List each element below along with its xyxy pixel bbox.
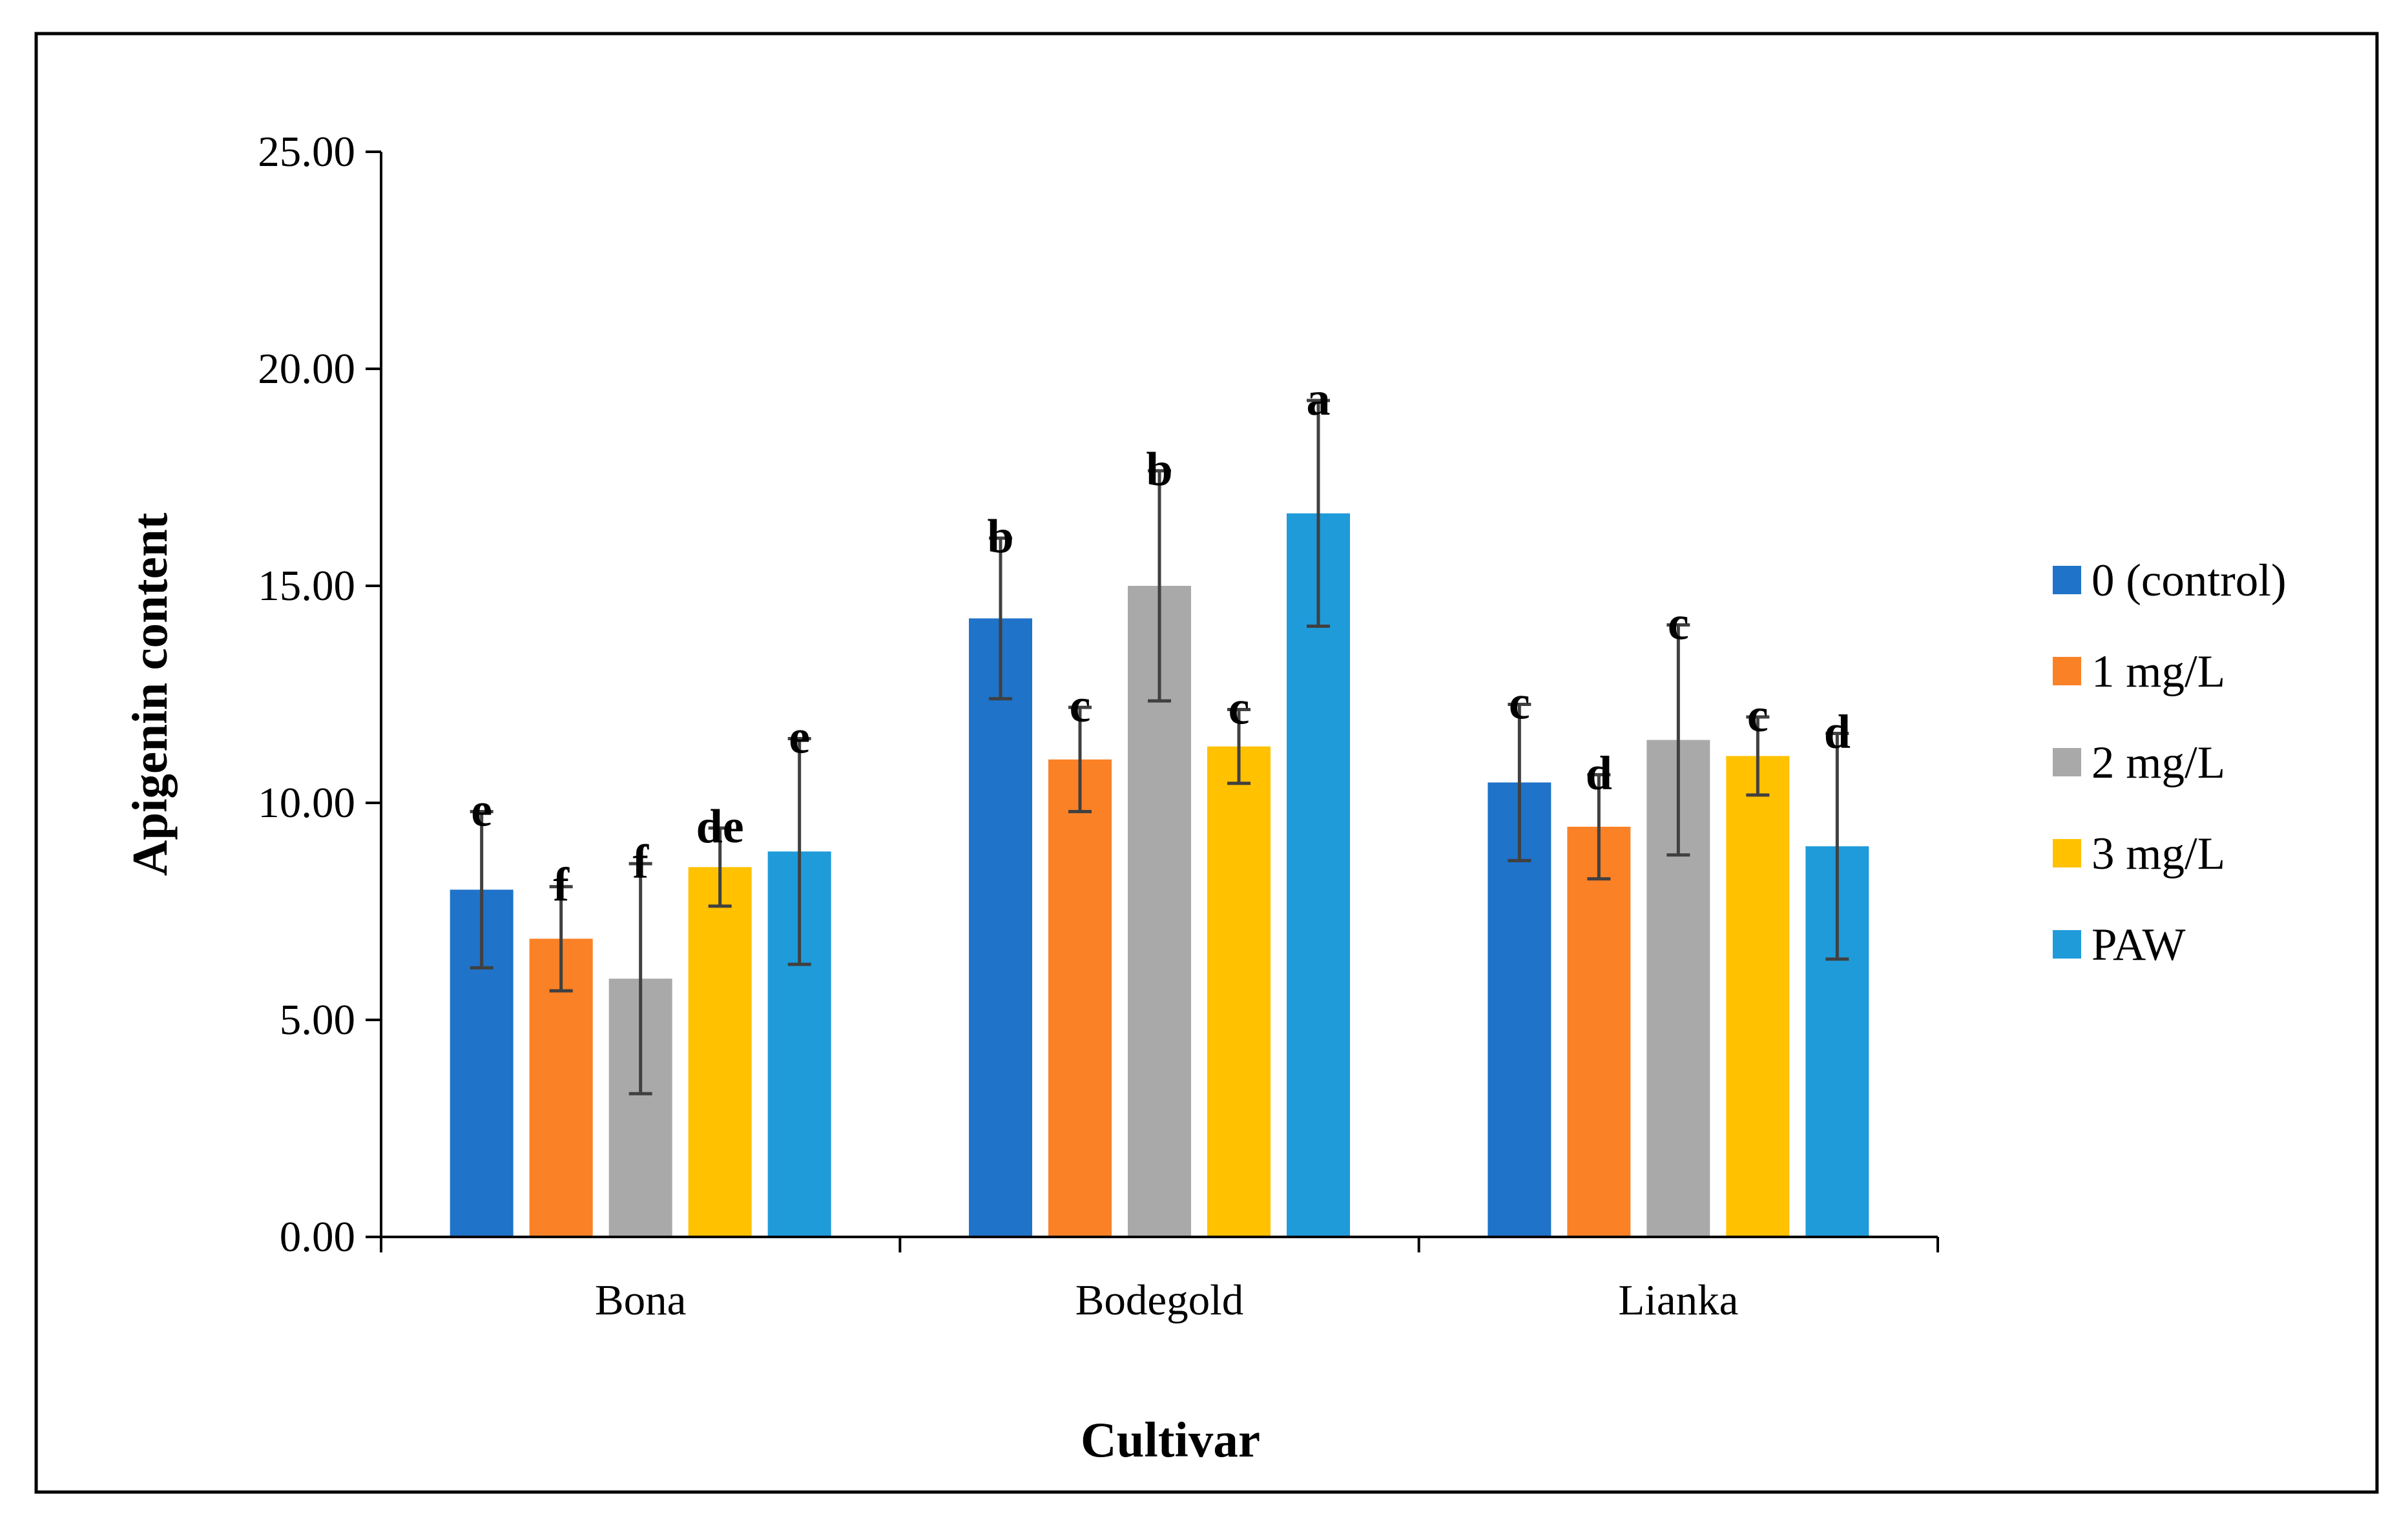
significance-label: d: [1824, 705, 1851, 758]
y-tick-label: 5.00: [280, 996, 355, 1044]
legend-label: 3 mg/L: [2091, 829, 2225, 879]
legend-swatch: [2053, 839, 2081, 867]
bar: [1287, 513, 1350, 1237]
significance-label: f: [553, 859, 570, 912]
significance-label: c: [1509, 676, 1530, 729]
legend-swatch: [2053, 930, 2081, 959]
significance-label: de: [696, 800, 744, 853]
significance-label: c: [1668, 597, 1689, 650]
legend-swatch: [2053, 657, 2081, 685]
x-tick-label: Bodegold: [1075, 1276, 1244, 1324]
chart-border: [34, 32, 2379, 1494]
significance-label: c: [1070, 680, 1091, 732]
y-axis-title: Apigenin content: [122, 512, 178, 876]
y-tick-label: 25.00: [258, 128, 355, 176]
significance-label: b: [987, 510, 1013, 563]
bar: [1567, 826, 1631, 1237]
significance-label: d: [1586, 747, 1612, 800]
legend-swatch: [2053, 748, 2081, 776]
x-tick-label: Lianka: [1618, 1276, 1738, 1324]
x-axis-title: Cultivar: [1081, 1412, 1260, 1468]
significance-label: b: [1146, 443, 1172, 496]
y-tick-label: 15.00: [258, 562, 355, 610]
y-tick-label: 10.00: [258, 779, 355, 827]
x-tick-label: Bona: [595, 1276, 686, 1324]
bar: [1207, 746, 1271, 1237]
legend-label: PAW: [2091, 920, 2186, 970]
significance-label: e: [471, 783, 492, 836]
legend-label: 0 (control): [2091, 555, 2287, 606]
significance-label: f: [632, 836, 649, 889]
bar: [1048, 759, 1112, 1237]
bar: [1726, 756, 1790, 1237]
legend-label: 2 mg/L: [2091, 738, 2225, 788]
significance-label: a: [1307, 373, 1331, 426]
bar: [969, 618, 1032, 1237]
significance-label: c: [1747, 689, 1769, 742]
y-tick-label: 0.00: [280, 1213, 355, 1261]
legend-label: 1 mg/L: [2091, 647, 2225, 697]
y-tick-label: 20.00: [258, 345, 355, 393]
significance-label: c: [1229, 682, 1250, 735]
bar: [688, 867, 752, 1237]
legend-swatch: [2053, 566, 2081, 594]
significance-label: e: [789, 711, 810, 764]
